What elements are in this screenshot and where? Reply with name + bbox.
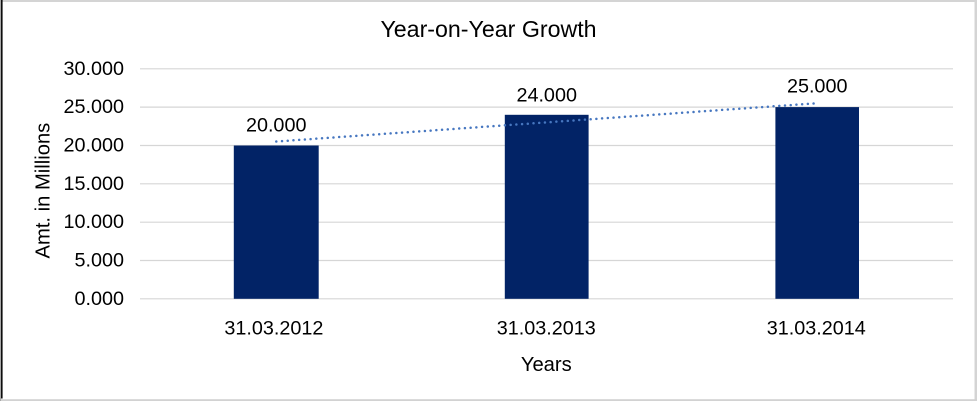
svg-text:31.03.2012: 31.03.2012: [224, 318, 323, 340]
svg-text:0.000: 0.000: [74, 288, 124, 310]
svg-text:20.000: 20.000: [246, 115, 307, 137]
svg-text:Amt. in Millions: Amt. in Millions: [32, 123, 54, 259]
svg-text:5.000: 5.000: [74, 250, 124, 272]
svg-text:20.000: 20.000: [63, 135, 124, 157]
svg-text:Year-on-Year Growth: Year-on-Year Growth: [380, 16, 596, 42]
svg-text:10.000: 10.000: [63, 211, 124, 233]
svg-text:25.000: 25.000: [63, 96, 124, 118]
svg-text:30.000: 30.000: [63, 58, 124, 80]
svg-text:Years: Years: [521, 354, 572, 376]
svg-text:25.000: 25.000: [787, 76, 848, 98]
svg-text:24.000: 24.000: [516, 84, 577, 106]
svg-text:31.03.2013: 31.03.2013: [497, 318, 596, 340]
svg-text:15.000: 15.000: [63, 173, 124, 195]
svg-text:31.03.2014: 31.03.2014: [767, 318, 866, 340]
